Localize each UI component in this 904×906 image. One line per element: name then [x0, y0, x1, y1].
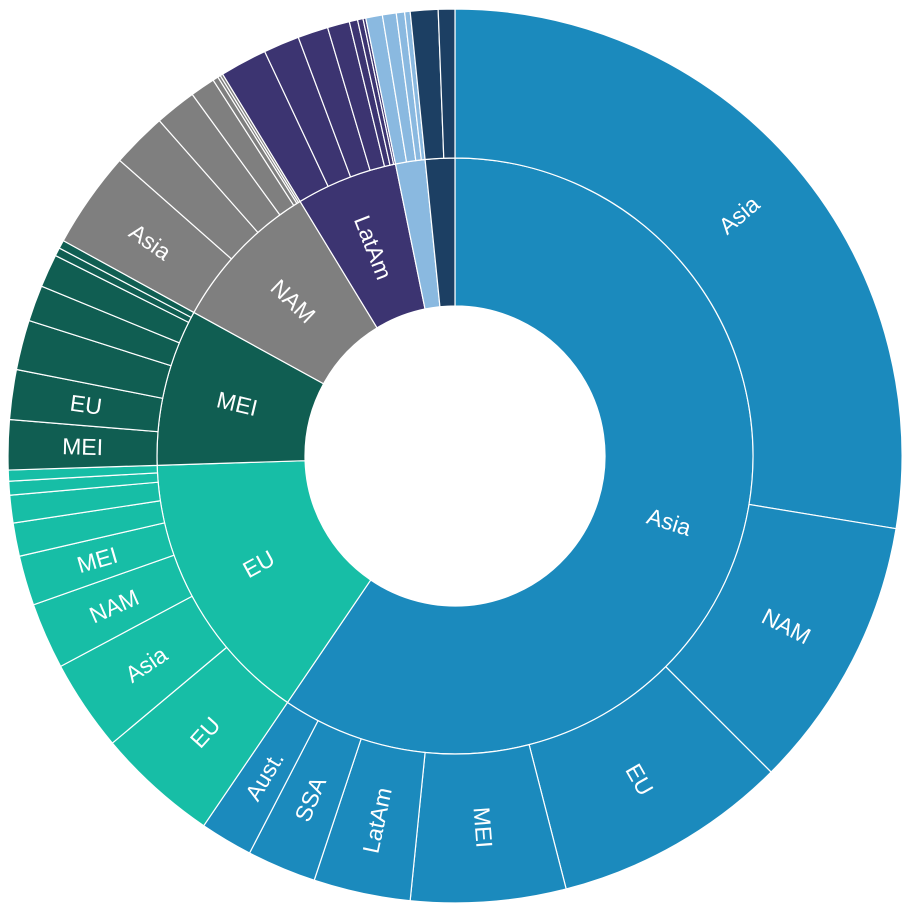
- outer-label-asia-mei-3: MEI: [469, 806, 498, 849]
- inner-ring: [156, 157, 754, 755]
- outer-label-mei-mei-15: MEI: [62, 433, 104, 460]
- outer-segment-asia-0: [454, 8, 903, 530]
- outer-ring: [7, 8, 903, 904]
- outer-segment-aust-41: [437, 8, 456, 159]
- outer-label-mei-eu-16: EU: [68, 390, 103, 420]
